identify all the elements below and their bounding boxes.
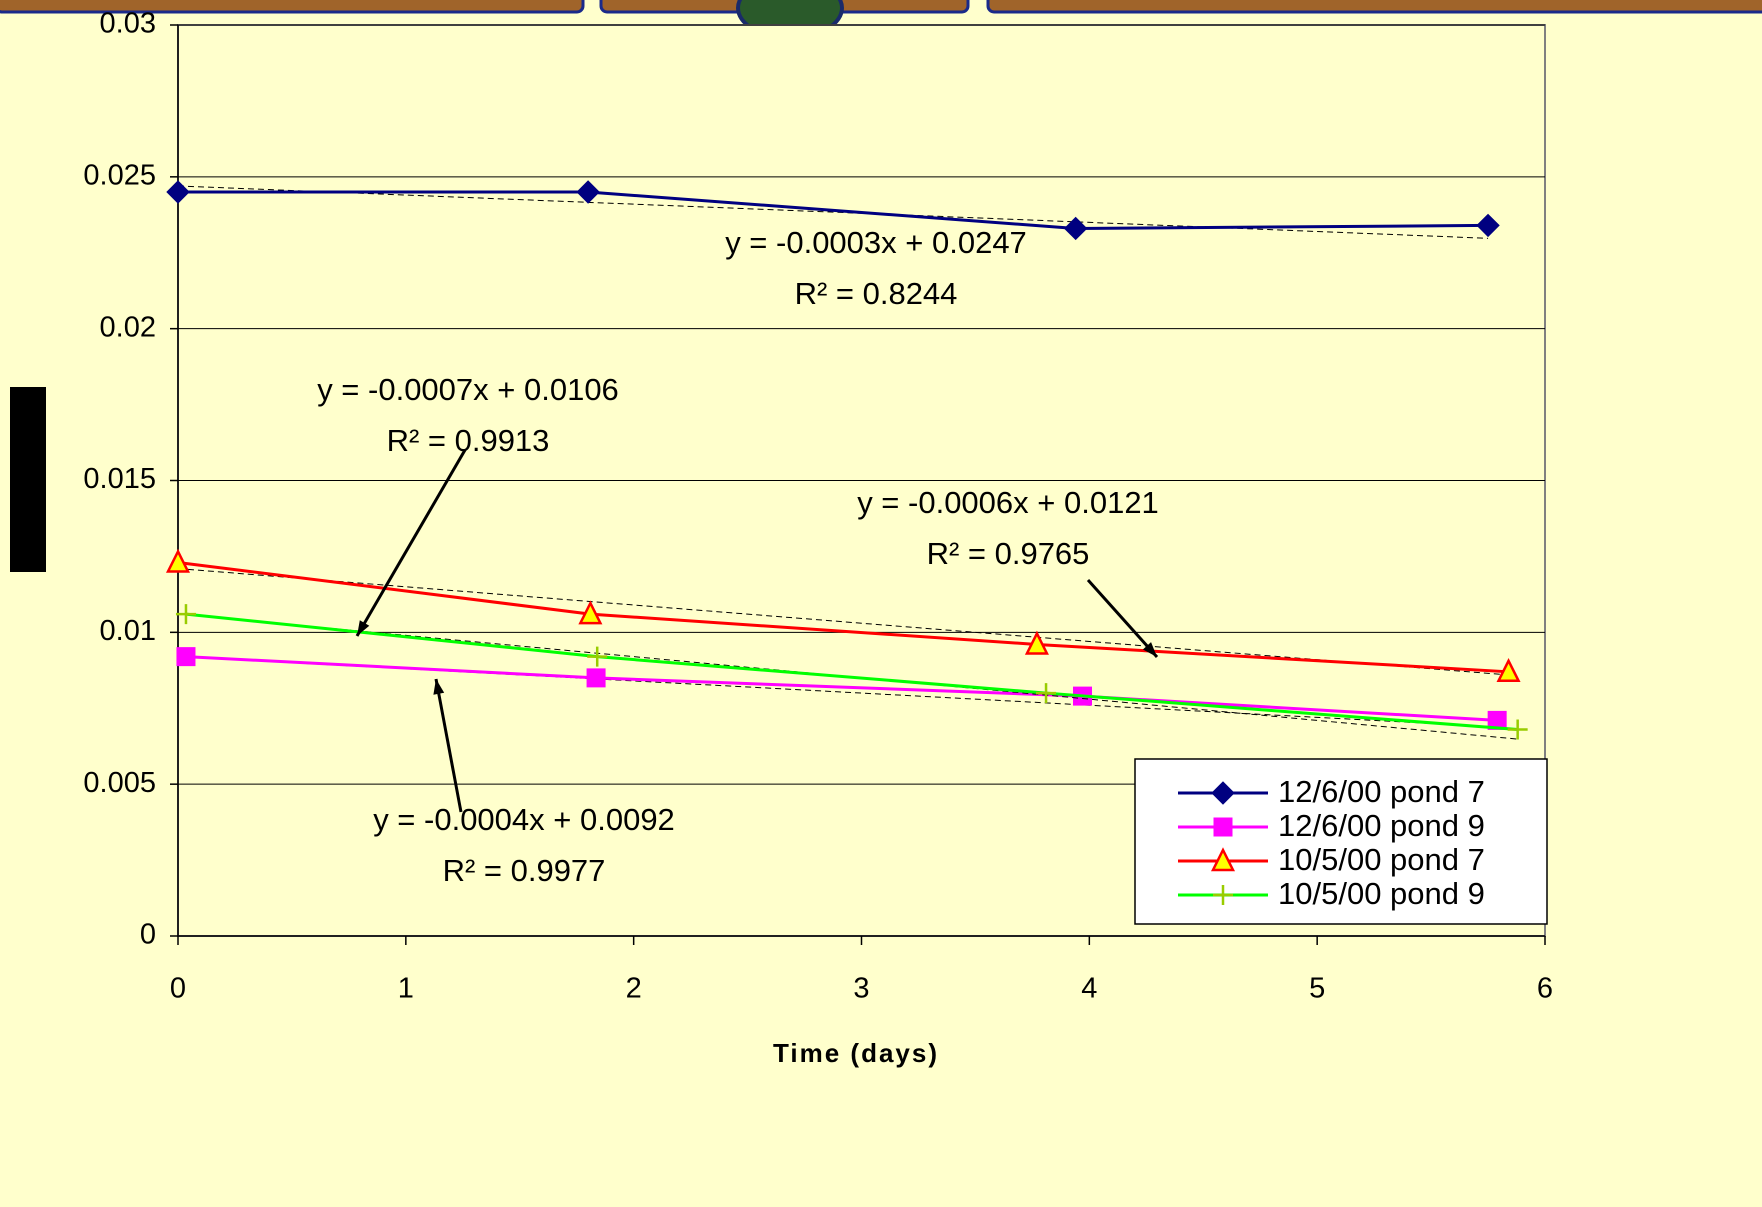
annotation-arrowhead — [433, 679, 445, 695]
marker-shape — [176, 647, 196, 667]
x-axis-title: Time (days) — [773, 1038, 939, 1068]
legend-label: 10/5/00 pond 9 — [1278, 876, 1485, 911]
legend-label: 12/6/00 pond 7 — [1278, 774, 1485, 809]
marker-shape — [175, 604, 196, 625]
marker — [1496, 658, 1521, 683]
x-tick-label: 3 — [853, 973, 869, 1005]
y-tick-label: 0 — [140, 919, 156, 951]
series-line — [185, 655, 1498, 722]
trendline — [177, 185, 1489, 239]
trendline-equation: y = -0.0007x + 0.0106 — [317, 372, 619, 407]
trendline-equation: y = -0.0003x + 0.0247 — [725, 225, 1027, 260]
marker — [576, 180, 600, 204]
legend: 12/6/00 pond 712/6/00 pond 910/5/00 pond… — [1134, 758, 1548, 925]
trendline-r-squared: R² = 0.9913 — [387, 423, 550, 458]
marker-shape — [1213, 817, 1233, 837]
trendline-equation: y = -0.0006x + 0.0121 — [857, 485, 1159, 520]
annotation-arrow — [434, 678, 463, 813]
marker — [1476, 213, 1500, 238]
redacted-label — [10, 387, 46, 572]
marker — [175, 604, 196, 625]
trendline-r-squared: R² = 0.9765 — [927, 536, 1090, 571]
legend-label: 10/5/00 pond 7 — [1278, 842, 1485, 877]
plot: y = -0.0003x + 0.0247 R² = 0.8244 y = -0.0… — [165, 180, 1548, 925]
header-frame — [0, 0, 585, 14]
marker-shape — [1063, 216, 1088, 241]
trendline-equation: y = -0.0004x + 0.0092 — [373, 802, 675, 837]
marker — [1210, 847, 1236, 872]
series-line — [185, 612, 1518, 732]
y-tick-label: 0.03 — [100, 8, 156, 40]
marker-shape — [587, 646, 608, 667]
x-tick-label: 0 — [170, 973, 186, 1005]
y-tick-label: 0.015 — [83, 463, 156, 495]
series-line — [178, 190, 1489, 230]
y-tick-label: 0.025 — [83, 159, 156, 191]
marker-shape — [576, 180, 600, 204]
x-tick-label: 1 — [398, 973, 414, 1005]
annotation-arrow — [355, 449, 467, 637]
x-tick-label: 5 — [1309, 973, 1325, 1005]
marker-shape — [1507, 719, 1528, 740]
marker-shape — [1210, 847, 1236, 872]
marker — [578, 600, 603, 625]
marker — [1507, 719, 1528, 740]
marker-shape — [165, 548, 191, 573]
marker — [1024, 630, 1049, 655]
marker-shape — [1036, 683, 1057, 704]
marker — [587, 646, 608, 667]
marker-shape — [578, 600, 603, 625]
y-tick-label: 0.01 — [100, 615, 156, 647]
marker — [1213, 817, 1233, 837]
trendline — [177, 568, 1509, 676]
annotation-arrow — [1086, 578, 1159, 659]
marker-shape — [1024, 630, 1049, 655]
trendline-r-squared: R² = 0.9977 — [443, 853, 606, 888]
trendline — [185, 656, 1498, 728]
marker-shape — [1476, 213, 1500, 238]
trendline-r-squared: R² = 0.8244 — [795, 276, 958, 311]
marker — [166, 180, 190, 204]
header-frame — [986, 0, 1762, 14]
marker-shape — [1496, 658, 1521, 683]
marker-shape — [1213, 885, 1233, 905]
x-tick-label: 6 — [1537, 973, 1553, 1005]
marker-shape — [166, 180, 190, 204]
marker — [1211, 781, 1235, 805]
y-tick-label: 0.02 — [100, 311, 156, 343]
marker — [586, 668, 606, 688]
x-tick-label: 4 — [1081, 973, 1097, 1005]
annotation-arrowhead — [1142, 642, 1157, 657]
marker — [1213, 885, 1233, 905]
marker-shape — [1211, 781, 1235, 805]
marker — [165, 548, 191, 573]
header-decoration — [0, 0, 1762, 40]
marker — [1063, 216, 1088, 241]
marker-shape — [586, 668, 606, 688]
marker — [176, 647, 196, 667]
annotation-arrowhead — [357, 620, 370, 636]
y-tick-label: 0.005 — [83, 767, 156, 799]
legend-label: 12/6/00 pond 9 — [1278, 808, 1485, 843]
x-tick-label: 2 — [626, 973, 642, 1005]
marker — [1036, 683, 1057, 704]
